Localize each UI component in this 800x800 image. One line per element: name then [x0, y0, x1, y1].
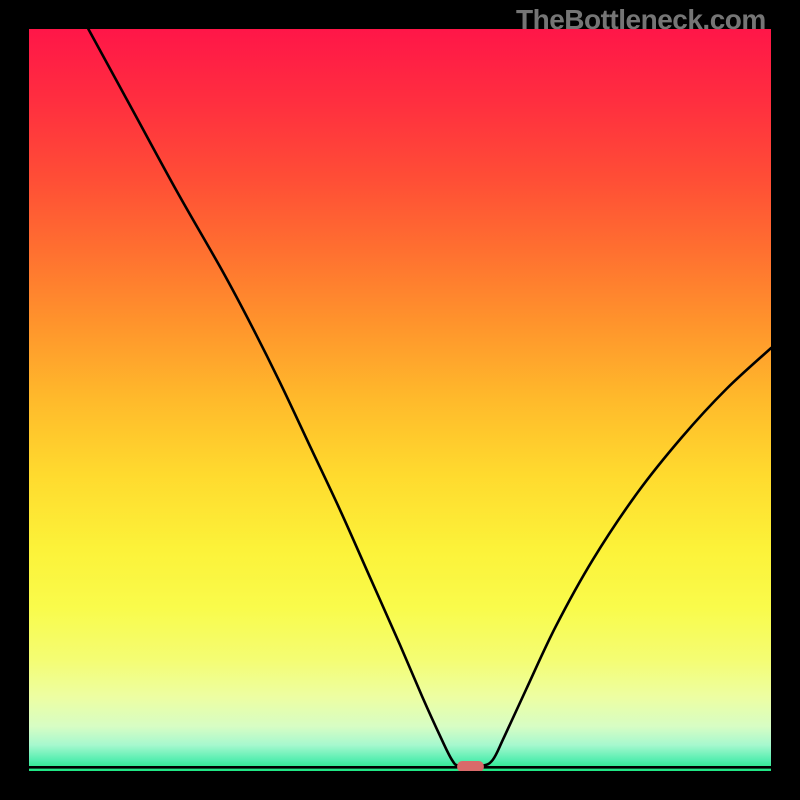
chart-minimum-marker: [457, 761, 484, 771]
chart-background: [29, 29, 771, 771]
watermark-text: TheBottleneck.com: [516, 4, 766, 36]
chart-svg: [29, 29, 771, 771]
chart-plot-area: [29, 29, 771, 771]
